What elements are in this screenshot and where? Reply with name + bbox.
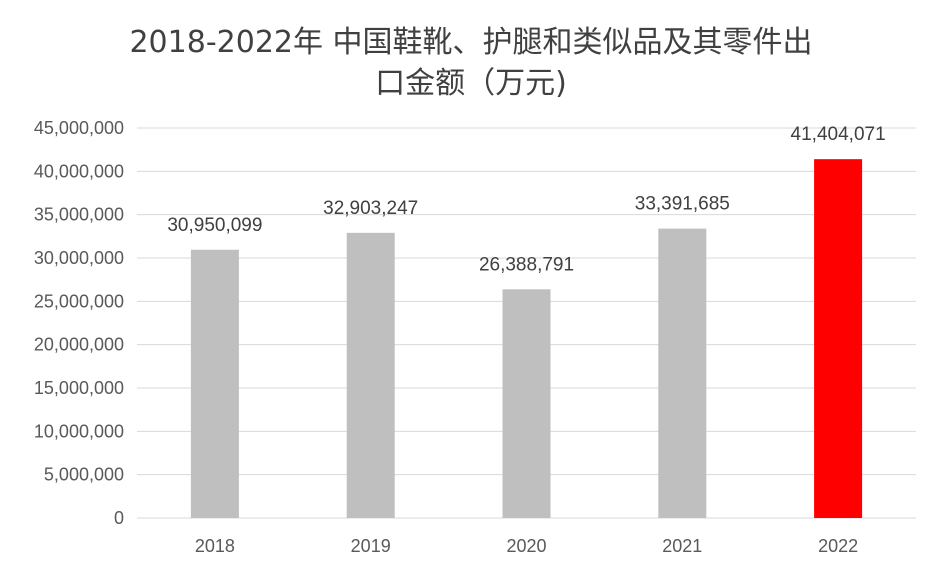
data-label: 26,388,791 [479,254,574,275]
bar [658,228,707,518]
bar [814,159,863,518]
x-tick-label: 2022 [818,536,858,556]
bar [502,289,551,518]
data-label: 41,404,071 [791,124,886,145]
bar [190,249,239,518]
y-tick-label: 45,000,000 [34,118,124,138]
y-tick-label: 35,000,000 [34,205,124,225]
x-tick-label: 2019 [351,536,391,556]
x-tick-label: 2021 [662,536,702,556]
y-tick-label: 20,000,000 [34,335,124,355]
y-tick-label: 40,000,000 [34,161,124,181]
chart-title-line-2: 口金额（万元) [375,66,567,101]
data-label: 30,950,099 [167,215,262,236]
y-tick-label: 30,000,000 [34,248,124,268]
data-label: 32,903,247 [323,198,418,219]
y-tick-label: 15,000,000 [34,378,124,398]
y-tick-label: 10,000,000 [34,421,124,441]
y-tick-label: 0 [114,508,124,528]
y-tick-label: 25,000,000 [34,291,124,311]
chart-title-line-1: 2018-2022年 中国鞋靴、护腿和类似品及其零件出 [129,25,813,60]
y-tick-label: 5,000,000 [44,465,124,485]
x-tick-label: 2018 [195,536,235,556]
data-label: 33,391,685 [635,194,730,215]
bar [346,232,395,518]
x-tick-label: 2020 [506,536,546,556]
